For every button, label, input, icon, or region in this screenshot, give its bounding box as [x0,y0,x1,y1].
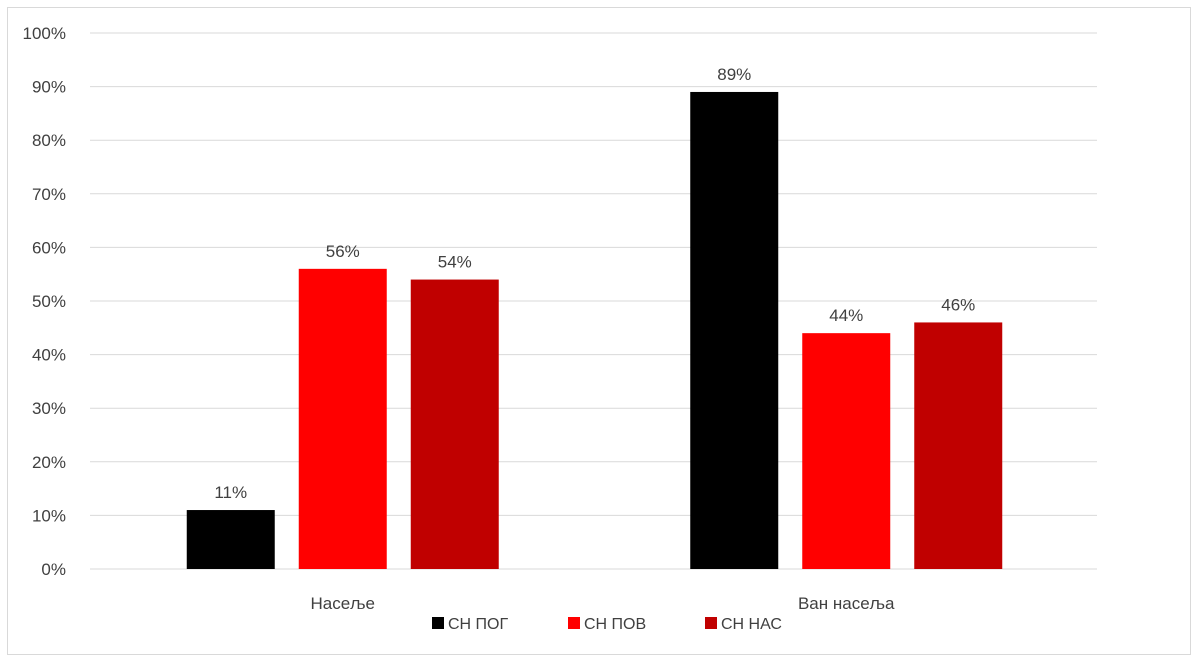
bar [410,279,499,569]
data-label: 56% [326,242,360,261]
x-category-label: Насеље [310,594,375,613]
legend-swatch [432,617,444,629]
y-tick-label: 10% [32,506,66,525]
legend-label: СН ПОГ [448,616,509,633]
data-label: 44% [829,306,863,325]
y-tick-label: 20% [32,453,66,472]
legend-label: СН ПОВ [584,616,646,633]
bar [690,91,779,570]
bar [186,510,275,569]
data-label: 54% [438,253,472,272]
data-label: 11% [214,483,247,502]
bar [914,322,1003,569]
bar [298,268,387,569]
y-axis-ticks: 0% 10% 20% 30% 40% 50% 60% 70% 80% 90% 100% [23,24,66,579]
y-tick-label: 50% [32,292,66,311]
data-label: 89% [717,65,751,84]
y-tick-label: 80% [32,131,66,150]
legend-label: СН НАС [721,616,782,633]
y-tick-label: 40% [32,346,66,365]
data-label: 46% [941,295,975,314]
y-tick-label: 90% [32,78,66,97]
bars [186,91,1003,570]
y-tick-label: 60% [32,238,66,257]
y-tick-label: 70% [32,185,66,204]
y-tick-label: 0% [41,560,66,579]
data-labels: 11% 56% 54% 89% 44% 46% [214,65,975,502]
x-category-label: Ван насеља [798,594,895,613]
legend-swatch [705,617,717,629]
legend-swatch [568,617,580,629]
y-tick-label: 30% [32,399,66,418]
legend: СН ПОГ СН ПОВ СН НАС [432,616,782,633]
y-tick-label: 100% [23,24,66,43]
x-axis-categories: Насеље Ван насеља [310,594,895,613]
bar [802,333,891,569]
